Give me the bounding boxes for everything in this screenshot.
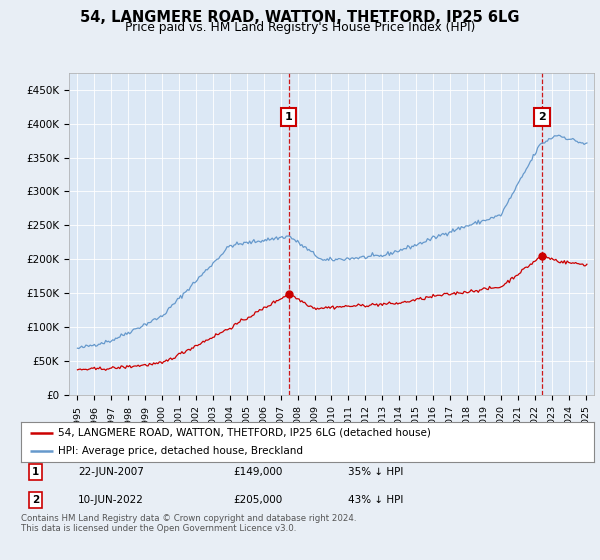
- Text: 22-JUN-2007: 22-JUN-2007: [79, 467, 144, 477]
- Text: HPI: Average price, detached house, Breckland: HPI: Average price, detached house, Brec…: [58, 446, 303, 456]
- Text: 54, LANGMERE ROAD, WATTON, THETFORD, IP25 6LG: 54, LANGMERE ROAD, WATTON, THETFORD, IP2…: [80, 10, 520, 25]
- Text: 2: 2: [538, 112, 546, 122]
- Text: 35% ↓ HPI: 35% ↓ HPI: [347, 467, 403, 477]
- Text: 54, LANGMERE ROAD, WATTON, THETFORD, IP25 6LG (detached house): 54, LANGMERE ROAD, WATTON, THETFORD, IP2…: [58, 428, 431, 437]
- Text: £205,000: £205,000: [233, 495, 282, 505]
- Text: 1: 1: [285, 112, 293, 122]
- Text: 2: 2: [32, 495, 39, 505]
- Text: £149,000: £149,000: [233, 467, 283, 477]
- Text: 43% ↓ HPI: 43% ↓ HPI: [347, 495, 403, 505]
- Text: 1: 1: [32, 467, 39, 477]
- Text: Price paid vs. HM Land Registry's House Price Index (HPI): Price paid vs. HM Land Registry's House …: [125, 21, 475, 34]
- Text: 10-JUN-2022: 10-JUN-2022: [79, 495, 144, 505]
- Text: Contains HM Land Registry data © Crown copyright and database right 2024.
This d: Contains HM Land Registry data © Crown c…: [21, 514, 356, 533]
